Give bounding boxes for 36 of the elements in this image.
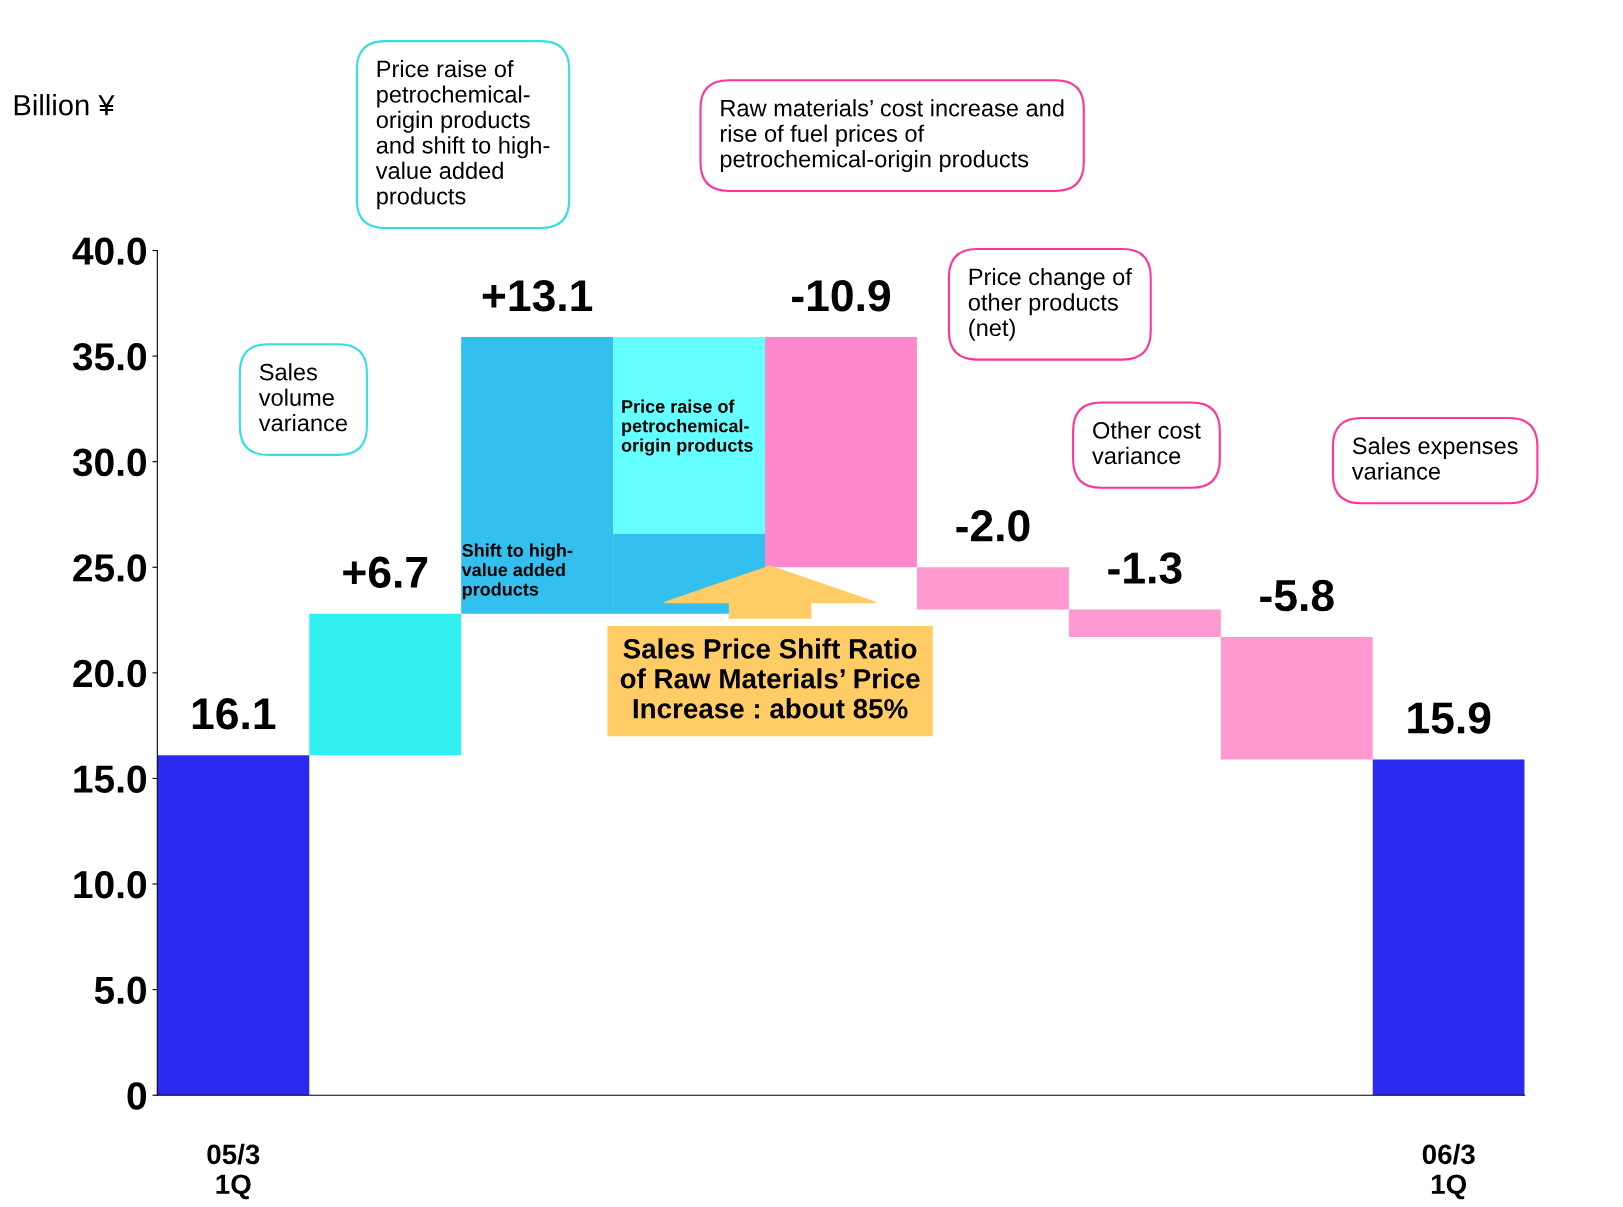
y-tick-label: 15.0 xyxy=(74,765,147,793)
annotation: Sales volume variance xyxy=(258,363,347,432)
y-tick-label: 40.0 xyxy=(72,237,147,265)
data-label: -1.3 xyxy=(1108,552,1182,584)
bar xyxy=(916,567,1069,610)
bar xyxy=(309,613,462,756)
data-label: -2.0 xyxy=(956,510,1030,542)
annotation: Price change of other products (net) xyxy=(968,267,1132,341)
bar xyxy=(1068,609,1221,637)
y-tick-label: 30.0 xyxy=(72,448,147,477)
x-tick-label: 06/3 1Q xyxy=(1422,1143,1475,1200)
bar xyxy=(1372,759,1525,1096)
y-tick-label: 5.0 xyxy=(94,976,147,1005)
data-label: -10.9 xyxy=(792,279,891,312)
data-label: 15.9 xyxy=(1408,702,1491,734)
annotation: Sales Price Shift Ratio of Raw Materials’ Price Increase : about 85% xyxy=(620,638,920,719)
annotation: Price raise of petrochemical- origin products xyxy=(621,399,753,456)
text: Price raise of petrochemical- origin products and shift to high- value added products xyxy=(375,59,550,210)
text: Raw materials’ cost increase and rise of fuel prices of petrochemical-origin products xyxy=(720,99,1064,173)
y-axis-title: Billion ¥ xyxy=(14,94,115,116)
data-label: 16.1 xyxy=(192,698,276,730)
y-tick-label: 10.0 xyxy=(74,870,147,899)
bar xyxy=(1220,636,1373,760)
annotation: Sales expenses variance xyxy=(1351,436,1518,480)
bar xyxy=(157,755,310,1096)
x-tick-label: 05/3 1Q xyxy=(207,1143,260,1200)
y-tick-label: 35.0 xyxy=(72,343,147,371)
bar xyxy=(613,337,766,534)
data-label: +6.7 xyxy=(343,556,428,589)
y-tick-label: 0 xyxy=(127,1082,147,1110)
y-tick-label: 25.0 xyxy=(73,554,147,582)
annotation: Other cost variance xyxy=(1092,421,1201,465)
annotation: Shift to high- value added products xyxy=(461,543,573,600)
y-tick-label: 20.0 xyxy=(73,659,147,688)
data-label: +13.1 xyxy=(482,279,593,312)
data-label: -5.8 xyxy=(1260,579,1334,612)
